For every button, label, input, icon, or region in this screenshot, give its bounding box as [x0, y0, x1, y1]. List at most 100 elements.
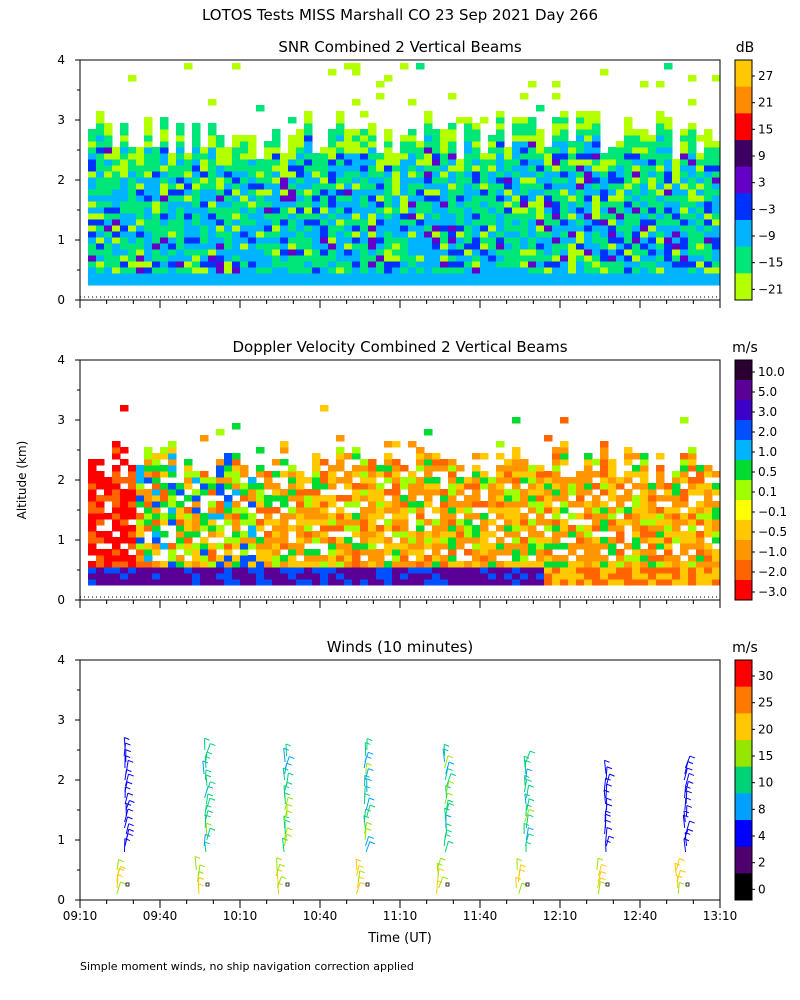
snr-cell [368, 135, 377, 142]
snr-cell [432, 195, 441, 202]
doppler-cell [536, 495, 545, 502]
snr-cell [136, 207, 145, 214]
snr-cell [96, 231, 105, 238]
wind-barb [523, 756, 526, 769]
snr-cell [432, 267, 441, 274]
doppler-cell [152, 465, 161, 472]
snr-cell [304, 153, 313, 160]
wind-barb [364, 836, 370, 847]
snr-cell [560, 135, 569, 142]
snr-cell [120, 147, 129, 154]
snr-cell [528, 225, 537, 232]
doppler-cell [376, 507, 385, 514]
wind-barb-flag [526, 804, 532, 808]
doppler-cell [320, 507, 329, 514]
snr-cell [360, 231, 369, 238]
doppler-cell [304, 513, 313, 520]
doppler-cell [344, 561, 353, 568]
snr-cell [504, 153, 513, 160]
snr-cell [560, 219, 569, 226]
snr-cell [144, 201, 153, 208]
snr-cell [240, 135, 249, 142]
snr-cell [168, 213, 177, 220]
doppler-cell [216, 507, 225, 514]
doppler-cell [344, 537, 353, 544]
snr-cell [264, 279, 273, 286]
doppler-cell [200, 483, 209, 490]
doppler-cell [320, 531, 329, 538]
snr-cell [312, 261, 321, 268]
doppler-cell [488, 573, 497, 580]
doppler-cell [528, 537, 537, 544]
doppler-cell [600, 579, 609, 586]
doppler-cell [448, 507, 457, 514]
snr-cell [704, 165, 713, 172]
doppler-cell [680, 471, 689, 478]
doppler-cell [432, 489, 441, 496]
doppler-cell [488, 507, 497, 514]
snr-cell [232, 219, 241, 226]
doppler-cell [656, 555, 665, 562]
doppler-cell [424, 477, 433, 484]
doppler-cell [568, 483, 577, 490]
snr-cell [120, 159, 129, 166]
doppler-cell [480, 561, 489, 568]
doppler-cell [504, 573, 513, 580]
doppler-cell [344, 501, 353, 508]
snr-cell [576, 243, 585, 250]
doppler-cell [680, 561, 689, 568]
doppler-cell [168, 513, 177, 520]
doppler-cell [536, 531, 545, 538]
snr-cell [192, 123, 201, 130]
snr-cell [704, 159, 713, 166]
doppler-cell [504, 507, 513, 514]
snr-cell [336, 147, 345, 154]
snr-cell [544, 279, 553, 286]
snr-cell [200, 201, 209, 208]
snr-cell [152, 231, 161, 238]
snr-cell [688, 213, 697, 220]
snr-cell [264, 249, 273, 256]
doppler-cell [304, 501, 313, 508]
doppler-cell [712, 579, 721, 586]
footnote: Simple moment winds, no ship navigation … [80, 960, 414, 973]
doppler-cell [328, 471, 337, 478]
doppler-cell [248, 555, 257, 562]
snr-cell [88, 171, 97, 178]
snr-cell [104, 243, 113, 250]
snr-cell [424, 141, 433, 148]
doppler-cell [352, 531, 361, 538]
wind-barb-flag [205, 774, 212, 778]
snr-cell [536, 177, 545, 184]
doppler-cell [368, 567, 377, 574]
doppler-cell [456, 519, 465, 526]
doppler-cell [144, 477, 153, 484]
snr-cell [520, 267, 529, 274]
wind-barb [277, 882, 280, 895]
doppler-cell [416, 537, 425, 544]
snr-cell [520, 159, 529, 166]
doppler-cell [416, 501, 425, 508]
snr-cell [664, 165, 673, 172]
snr-cell [472, 195, 481, 202]
doppler-cell [376, 465, 385, 472]
snr-cell [600, 243, 609, 250]
snr-cell [120, 273, 129, 280]
wind-barb-flag [364, 793, 371, 797]
doppler-cell [632, 549, 641, 556]
doppler-cell [96, 555, 105, 562]
doppler-cell [128, 525, 137, 532]
snr-cell [104, 219, 113, 226]
snr-cell [424, 195, 433, 202]
snr-cell [480, 273, 489, 280]
snr-cell [96, 129, 105, 136]
snr-cell [536, 159, 545, 166]
doppler-cell [192, 471, 201, 478]
snr-cell [544, 231, 553, 238]
colorbar-label: 15 [758, 749, 773, 763]
doppler-cell [696, 471, 705, 478]
doppler-cell [656, 537, 665, 544]
doppler-cell [176, 501, 185, 508]
doppler-cell [96, 501, 105, 508]
snr-cell [648, 135, 657, 142]
